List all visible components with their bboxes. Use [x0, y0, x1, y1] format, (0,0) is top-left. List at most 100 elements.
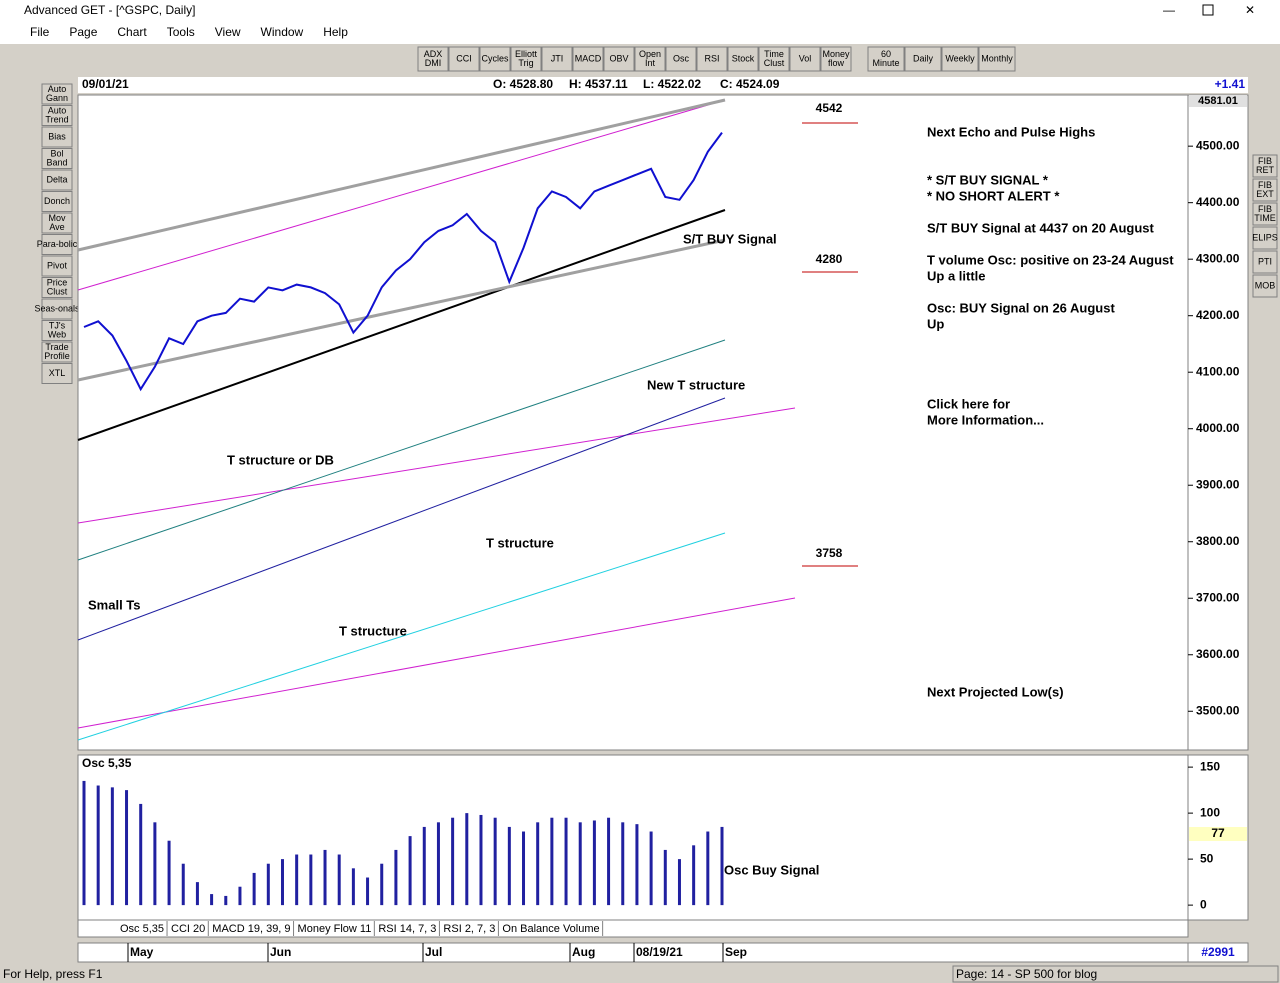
note: Next Echo and Pulse Highs — [927, 124, 1095, 139]
indicator-tab[interactable]: RSI 14, 7, 3 — [378, 923, 436, 935]
indicator-tab[interactable]: CCI 20 — [171, 923, 205, 935]
right-tool-button[interactable]: MOB — [1255, 280, 1276, 290]
restore-button[interactable] — [1202, 4, 1214, 16]
menu-item[interactable]: Help — [323, 25, 348, 39]
indicator-button[interactable]: Stock — [732, 53, 755, 63]
indicator-button[interactable]: JTI — [551, 53, 564, 63]
osc-panel[interactable] — [77, 754, 1189, 921]
osc-bar — [436, 822, 440, 906]
osc-bar — [125, 790, 129, 906]
tool-button[interactable]: Trade Profile — [44, 342, 70, 361]
price-panel[interactable] — [77, 94, 1189, 751]
y-tick-label: 3800.00 — [1196, 534, 1240, 548]
timeframe-button[interactable]: 60 Minute — [872, 49, 899, 68]
osc-tick-label: 50 — [1200, 851, 1214, 865]
annotation: New T structure — [647, 377, 745, 392]
right-tool-button[interactable]: FIB RET — [1256, 156, 1275, 175]
note[interactable]: More Information... — [927, 412, 1044, 427]
indicator-button[interactable]: Time Clust — [764, 49, 785, 68]
annotation: T structure — [486, 535, 554, 550]
y-tick-label: 4200.00 — [1196, 308, 1240, 322]
indicator-button[interactable]: Open Int — [639, 49, 661, 68]
annotation: S/T BUY Signal — [683, 231, 777, 246]
osc-bar — [96, 785, 100, 906]
tool-button[interactable]: Seas-onals — [34, 303, 80, 313]
osc-bar — [507, 826, 511, 906]
tool-button[interactable]: Mov Ave — [48, 213, 66, 232]
trend-lines — [77, 98, 796, 741]
indicator-button-frame — [541, 46, 573, 72]
menu-item[interactable]: View — [215, 25, 241, 39]
high-price: H: 4537.11 — [569, 77, 628, 91]
osc-bar — [380, 863, 384, 906]
tool-button-frame — [41, 169, 73, 191]
tool-button[interactable]: Delta — [46, 174, 67, 184]
right-tool-button-frame — [1252, 226, 1278, 250]
minimize-button[interactable]: — — [1163, 3, 1175, 17]
menu-item[interactable]: Window — [261, 25, 304, 39]
indicator-button[interactable]: Osc — [673, 53, 690, 63]
indicator-button[interactable]: Money flow — [822, 49, 850, 68]
timeframe-button-frame — [978, 46, 1016, 72]
menu-item[interactable]: Chart — [117, 25, 147, 39]
tool-button[interactable]: Auto Trend — [45, 106, 68, 125]
tool-button-frame — [41, 148, 73, 169]
osc-bar — [252, 872, 256, 906]
tool-button[interactable]: Price Clust — [47, 278, 68, 297]
tool-button[interactable]: TJ's Web — [48, 321, 66, 340]
tool-button[interactable]: Para-bolic — [37, 239, 78, 249]
last-price-box — [1189, 95, 1247, 107]
timeframe-button[interactable]: Weekly — [945, 53, 975, 63]
indicator-button[interactable]: RSI — [704, 53, 719, 63]
indicator-button[interactable]: ADX DMI — [424, 49, 443, 68]
indicator-button[interactable]: Vol — [799, 53, 812, 63]
menu-item[interactable]: Tools — [167, 25, 195, 39]
date-label: Sep — [725, 945, 747, 959]
indicator-tab[interactable]: Osc 5,35 — [120, 923, 164, 935]
tool-button[interactable]: XTL — [49, 368, 66, 378]
trend-line — [77, 532, 726, 741]
indicator-tab[interactable]: MACD 19, 39, 9 — [212, 923, 290, 935]
indicator-button[interactable]: OBV — [609, 53, 628, 63]
indicator-button-frame — [479, 46, 511, 72]
indicator-button-frame — [820, 46, 852, 72]
indicator-button[interactable]: Elliott Trig — [515, 49, 538, 68]
indicator-button-frame — [758, 46, 790, 72]
right-tool-button[interactable]: ELIPS — [1252, 232, 1278, 242]
open-price: O: 4528.80 — [493, 77, 553, 91]
y-tick-label: 4100.00 — [1196, 364, 1240, 378]
timeframe-button[interactable]: Daily — [913, 53, 934, 63]
indicator-button-frame — [448, 46, 480, 72]
osc-bar — [195, 882, 199, 906]
indicator-button-frame — [665, 46, 697, 72]
tool-button[interactable]: Auto Gann — [46, 84, 68, 103]
note: * S/T BUY SIGNAL * — [927, 172, 1049, 187]
y-tick-label: 3700.00 — [1196, 590, 1240, 604]
right-tool-button[interactable]: FIB EXT — [1256, 180, 1274, 199]
indicator-tab[interactable]: Money Flow 11 — [298, 923, 372, 935]
tool-button[interactable]: Bol Band — [46, 149, 67, 168]
y-tick-label: 3500.00 — [1196, 703, 1240, 717]
indicator-button-frame — [572, 46, 604, 72]
tool-button[interactable]: Bias — [48, 131, 66, 141]
timeframe-button-frame — [867, 46, 905, 72]
bar-count: #2991 — [1201, 945, 1235, 959]
osc-bar — [479, 814, 483, 906]
indicator-button-frame — [634, 46, 666, 72]
close-button[interactable]: ✕ — [1245, 3, 1255, 17]
indicator-button[interactable]: CCI — [456, 53, 472, 63]
timeframe-button[interactable]: Monthly — [981, 53, 1013, 63]
menu-item[interactable]: File — [30, 25, 50, 39]
annotation: T structure — [339, 623, 407, 638]
indicator-button[interactable]: MACD — [575, 53, 602, 63]
tool-button[interactable]: Pivot — [47, 260, 68, 270]
indicator-tab[interactable]: On Balance Volume — [502, 923, 599, 935]
tool-button[interactable]: Donch — [44, 196, 70, 206]
menu-item[interactable]: Page — [69, 25, 97, 39]
indicator-tab[interactable]: RSI 2, 7, 3 — [443, 923, 495, 935]
right-tool-button[interactable]: PTI — [1258, 256, 1272, 266]
change: +1.41 — [1215, 77, 1246, 91]
indicator-button[interactable]: Cycles — [481, 53, 509, 63]
right-tool-button[interactable]: FIB TIME — [1254, 204, 1276, 223]
note[interactable]: Click here for — [927, 396, 1010, 411]
